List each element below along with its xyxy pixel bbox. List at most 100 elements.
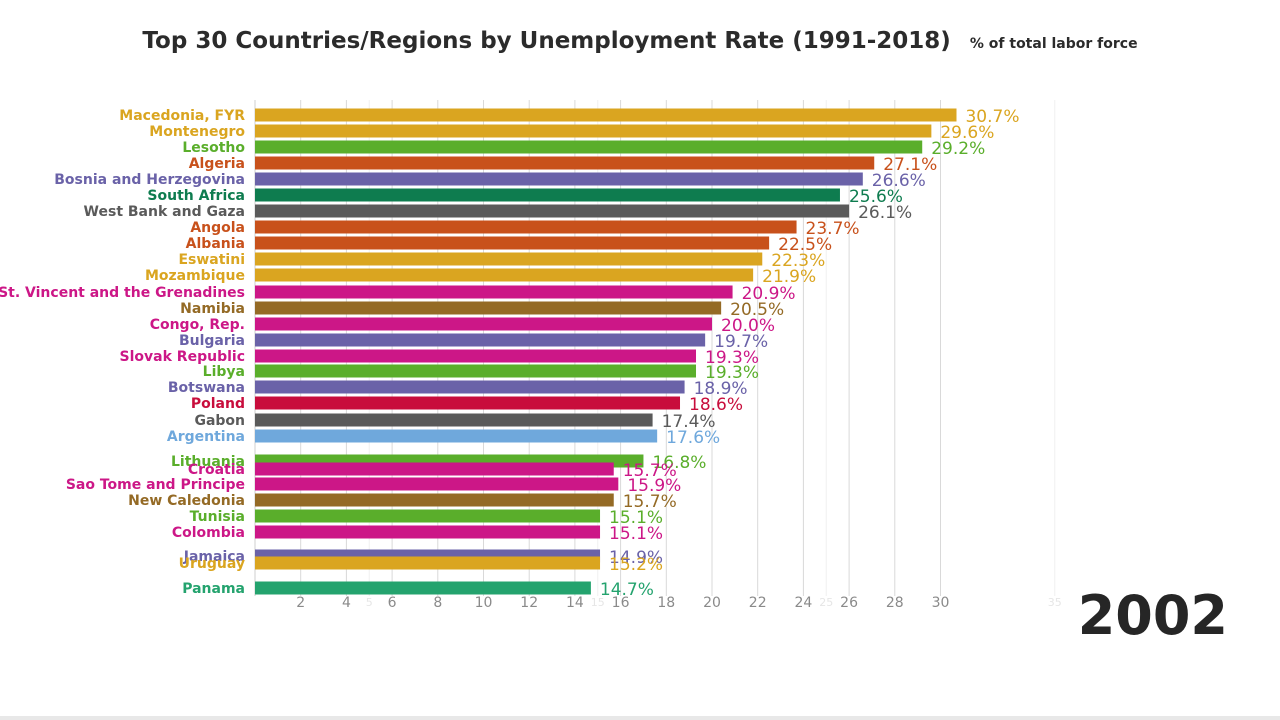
value-label: 22.3% [771, 251, 825, 271]
value-label: 15.7% [623, 492, 677, 512]
category-label: Botswana [168, 380, 245, 396]
bar [255, 333, 706, 347]
value-label: 20.9% [742, 284, 796, 304]
category-label: Montenegro [149, 124, 245, 140]
year-label: 2002 [1077, 584, 1228, 647]
x-tick-label-faded: 25 [819, 596, 833, 609]
x-tick-label: 30 [932, 595, 950, 611]
x-tick-label-faded: 5 [366, 596, 373, 609]
value-label: 16.8% [652, 453, 706, 473]
category-label: West Bank and Gaza [84, 204, 245, 220]
bar [255, 252, 763, 266]
bar [255, 268, 754, 282]
bar [255, 301, 722, 315]
bar [255, 556, 601, 570]
bar [255, 156, 875, 170]
category-label: Lithuania [171, 454, 245, 470]
bar [255, 108, 957, 122]
category-label: Macedonia, FYR [119, 108, 245, 124]
value-label: 27.1% [883, 155, 937, 175]
category-label: Croatia [188, 462, 245, 478]
bar [255, 317, 712, 331]
category-label: Tunisia [190, 509, 245, 525]
value-label: 15.7% [623, 461, 677, 481]
value-label: 14.7% [600, 580, 654, 600]
value-label: 30.7% [965, 107, 1019, 127]
bar [255, 364, 697, 378]
category-label: Mozambique [145, 268, 245, 284]
x-tick-label: 22 [749, 595, 767, 611]
x-tick-label: 4 [342, 595, 351, 611]
value-label: 20.0% [721, 316, 775, 336]
bottom-divider [0, 716, 1280, 720]
category-label: Namibia [180, 301, 245, 317]
value-label: 21.9% [762, 267, 816, 287]
x-tick-label: 2 [296, 595, 305, 611]
value-label: 15.1% [609, 524, 663, 544]
category-label: Slovak Republic [120, 349, 245, 365]
value-label: 22.5% [778, 235, 832, 255]
bar [255, 220, 797, 234]
value-label: 19.3% [705, 348, 759, 368]
category-label: Uruguay [179, 556, 245, 572]
bar [255, 236, 770, 250]
bar [255, 285, 733, 299]
category-label: Congo, Rep. [150, 317, 245, 333]
x-tick-label: 14 [566, 595, 584, 611]
bar [255, 380, 685, 394]
value-label: 15.1% [609, 508, 663, 528]
category-label: Argentina [167, 429, 245, 445]
category-label: Jamaica [183, 549, 245, 565]
bar [255, 429, 658, 443]
value-label: 23.7% [806, 219, 860, 239]
title-row: Top 30 Countries/Regions by Unemployment… [0, 28, 1280, 54]
value-label: 25.6% [849, 187, 903, 207]
category-label: Eswatini [178, 252, 245, 268]
x-tick-label-faded: 35 [1048, 596, 1062, 609]
bar [255, 477, 619, 491]
bar [255, 493, 614, 507]
bar [255, 172, 863, 186]
chart-title: Top 30 Countries/Regions by Unemployment… [142, 28, 951, 54]
value-label: 17.6% [666, 428, 720, 448]
value-label: 26.6% [872, 171, 926, 191]
bar [255, 509, 601, 523]
category-label: Poland [191, 396, 245, 412]
x-tick-label-faded: 15 [591, 596, 605, 609]
bar [255, 525, 601, 539]
bar [255, 204, 850, 218]
value-label: 29.6% [940, 123, 994, 143]
category-label: St. Vincent and the Grenadines [0, 285, 245, 301]
value-label: 29.2% [931, 139, 985, 159]
bar [255, 188, 840, 202]
x-tick-label: 20 [703, 595, 721, 611]
category-label: Sao Tome and Principe [66, 477, 245, 493]
value-label: 18.6% [689, 395, 743, 415]
x-tick-label: 6 [388, 595, 397, 611]
category-label: South Africa [147, 188, 245, 204]
x-tick-label: 16 [612, 595, 630, 611]
bar [255, 413, 653, 427]
x-tick-label: 28 [886, 595, 904, 611]
category-label: New Caledonia [128, 493, 245, 509]
x-tick-label: 24 [794, 595, 812, 611]
bar [255, 462, 614, 476]
category-label: Gabon [194, 413, 245, 429]
value-label: 15.9% [627, 476, 681, 496]
category-label: Libya [203, 364, 245, 380]
bar [255, 581, 591, 595]
x-tick-label: 18 [657, 595, 675, 611]
x-tick-label: 10 [475, 595, 493, 611]
bar [255, 124, 932, 138]
category-label: Bulgaria [179, 333, 245, 349]
value-label: 19.3% [705, 363, 759, 383]
x-tick-label: 26 [840, 595, 858, 611]
category-label: Bosnia and Herzegovina [54, 172, 245, 188]
value-label: 26.1% [858, 203, 912, 223]
bar [255, 396, 681, 410]
value-label: 20.5% [730, 300, 784, 320]
category-label: Albania [186, 236, 245, 252]
category-label: Lesotho [182, 140, 245, 156]
value-label: 17.4% [662, 412, 716, 432]
